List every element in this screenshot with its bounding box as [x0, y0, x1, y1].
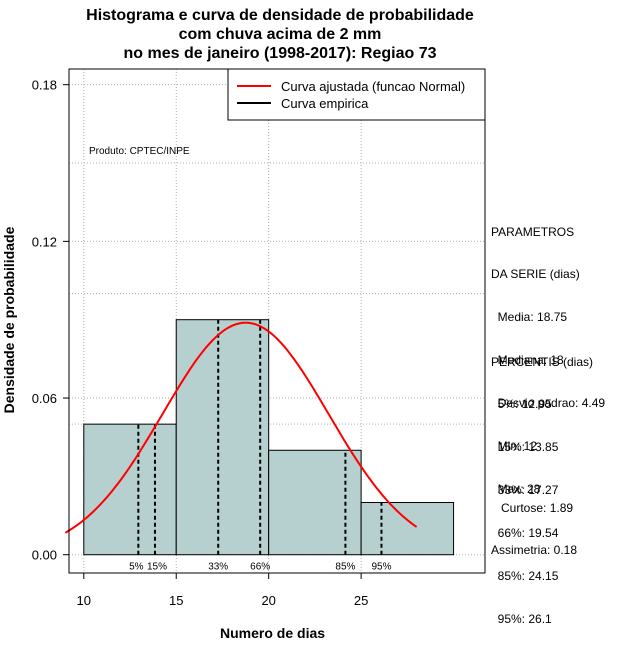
- histogram-bar: [175, 319, 270, 556]
- percentiles-panel: PERCENTIS (dias) 5%: 12.95 15%: 13.85 33…: [491, 326, 593, 641]
- product-annotation: Produto: CPTEC/INPE: [89, 146, 190, 157]
- param-line: Max: 28: [491, 481, 541, 496]
- x-tick-label: 20: [261, 593, 275, 608]
- param-line: PARAMETROS: [491, 224, 575, 239]
- percentile-label: 15%: [147, 562, 167, 573]
- legend-label: Curva empirica: [281, 96, 369, 111]
- y-tick-label: 0.00: [32, 548, 57, 563]
- percentile-label: 66%: [250, 562, 270, 573]
- histogram-bar: [360, 501, 455, 556]
- percentile-line: 85%: 24.15: [491, 569, 559, 584]
- param-line: Desvio padrao: 4.49: [491, 396, 606, 411]
- param-line: DA SERIE (dias): [491, 267, 580, 282]
- x-tick-label: 25: [354, 593, 368, 608]
- series-parameters-panel: PARAMETROS DA SERIE (dias) Media: 18.75 …: [491, 196, 605, 511]
- axes: 10 15 20 25 0.00 0.06 0.12 0.18: [32, 78, 369, 608]
- percentile-label: 95%: [371, 562, 391, 573]
- param-line: Media: 18.75: [491, 310, 568, 325]
- percentile-line: 66%: 19.54: [491, 526, 559, 541]
- percentile-line: 95%: 26.1: [491, 611, 552, 626]
- grid: [69, 69, 485, 573]
- param-line: Min: 12: [491, 439, 538, 454]
- y-axis-title: Densidade de probabilidade: [1, 226, 17, 414]
- skewness-text: Assimetria: 0.18: [491, 543, 578, 558]
- percentile-line: 5%: 12.95: [491, 397, 552, 412]
- y-tick-label: 0.06: [32, 391, 57, 406]
- y-tick-label: 0.18: [32, 78, 57, 93]
- x-tick-label: 10: [77, 593, 91, 608]
- histogram-bar: [268, 449, 362, 556]
- x-axis-title: Numero de dias: [220, 625, 326, 641]
- param-line: Mediana: 18: [491, 353, 564, 368]
- legend-box: [227, 68, 486, 121]
- legend-label: Curva ajustada (funcao Normal): [281, 79, 465, 94]
- percentile-line: 33%: 17.27: [491, 483, 559, 498]
- histogram-bar: [83, 423, 177, 556]
- percentile-line: 15%: 13.85: [491, 440, 559, 455]
- chart-title-line-2: com chuva acima de 2 mm: [178, 26, 382, 43]
- percentile-label: 33%: [208, 562, 228, 573]
- percentile-label: 5%: [129, 562, 144, 573]
- percentile-lines: 5% 15% 33% 66% 85% 95%: [129, 319, 392, 573]
- y-tick-label: 0.12: [32, 234, 57, 249]
- percentile-label: 85%: [335, 562, 355, 573]
- x-tick-label: 15: [169, 593, 183, 608]
- chart-title-line-3: no mes de janeiro (1998-2017): Regiao 73: [123, 45, 437, 62]
- shape-stats-panel: Curtose: 1.89 Assimetria: 0.18: [491, 472, 577, 572]
- normal-curve-path: [64, 321, 418, 534]
- kurtosis-text: Curtose: 1.89: [491, 500, 574, 515]
- chart-title-line-1: Histograma e curva de densidade de proba…: [86, 7, 474, 24]
- legend: Curva ajustada (funcao Normal) Curva empi…: [227, 68, 486, 121]
- percentile-line: PERCENTIS (dias): [491, 354, 594, 369]
- normal-curve: [64, 321, 418, 534]
